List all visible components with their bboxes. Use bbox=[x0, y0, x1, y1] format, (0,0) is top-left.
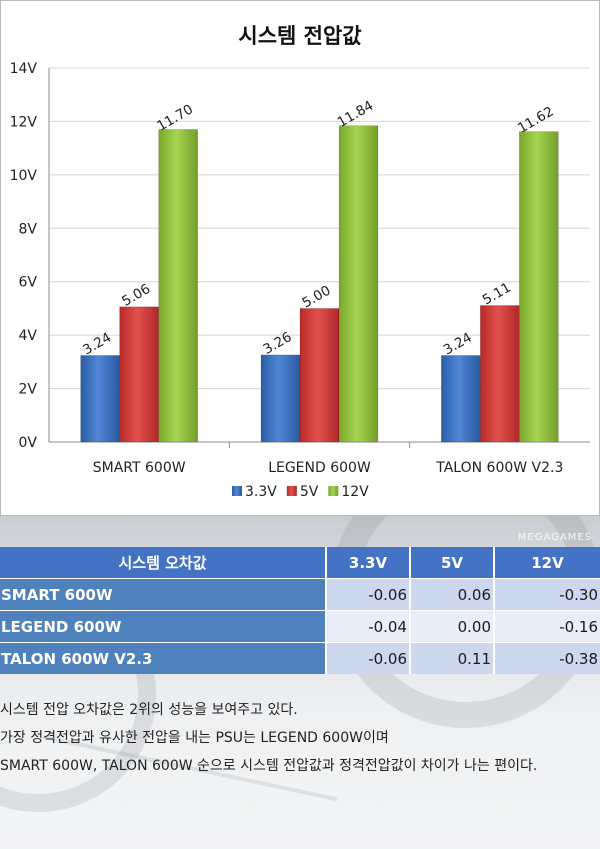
bars bbox=[80, 125, 559, 443]
x-axis-ticks: SMART 600W LEGEND 600W TALON 600W V2.3 bbox=[93, 460, 564, 476]
paragraph: 가장 정격전압과 유사한 전압을 내는 PSU는 LEGEND 600W이며 bbox=[0, 730, 389, 746]
y-tick-label: 14V bbox=[10, 61, 38, 77]
y-tick-label: 4V bbox=[19, 328, 38, 344]
bar bbox=[299, 308, 340, 443]
bar bbox=[441, 355, 481, 443]
legend-label: 12V bbox=[341, 484, 369, 500]
legend-swatch bbox=[232, 486, 242, 496]
paragraph: SMART 600W, TALON 600W 순으로 시스템 전압값과 정격전압… bbox=[0, 758, 538, 774]
bar bbox=[519, 131, 559, 443]
chart-title: 시스템 전압값 bbox=[238, 24, 361, 48]
bar bbox=[158, 129, 198, 443]
chart-panel: 시스템 전압값 0V 2V 4V 6V 8V 10V 12V 14V 3.24 5.06 11.7… bbox=[0, 0, 600, 516]
cell-5v: 0.00 bbox=[410, 610, 495, 643]
data-label: 5.00 bbox=[299, 283, 333, 312]
legend-label: 5V bbox=[300, 484, 319, 500]
data-label: 5.06 bbox=[119, 281, 153, 310]
cell-12v: -0.30 bbox=[494, 578, 600, 611]
cell-12v: -0.38 bbox=[494, 642, 600, 674]
header-3v3: 3.3V bbox=[326, 547, 411, 579]
y-tick-label: 8V bbox=[19, 221, 38, 237]
article-text: 시스템 전압 오차값은 2위의 성능을 보여주고 있다. 가장 정격전압과 유사… bbox=[0, 700, 598, 784]
table-row: SMART 600W -0.06 0.06 -0.30 bbox=[0, 578, 600, 611]
bar bbox=[480, 305, 520, 443]
header-12v: 12V bbox=[494, 547, 600, 579]
table-row: LEGEND 600W -0.04 0.00 -0.16 bbox=[0, 610, 600, 643]
y-axis-ticks: 0V 2V 4V 6V 8V 10V 12V 14V bbox=[10, 61, 38, 451]
row-name: SMART 600W bbox=[0, 578, 327, 611]
watermark: MEGAGAMES bbox=[517, 532, 592, 543]
data-label: 3.24 bbox=[80, 330, 114, 359]
cell-3v3: -0.04 bbox=[326, 610, 411, 643]
y-tick-label: 2V bbox=[19, 382, 38, 398]
bar bbox=[338, 125, 379, 443]
cell-3v3: -0.06 bbox=[326, 642, 411, 674]
x-tick-label: LEGEND 600W bbox=[268, 460, 371, 476]
error-table: 시스템 오차값 3.3V 5V 12V SMART 600W -0.06 0.0… bbox=[0, 547, 600, 674]
y-tick-label: 6V bbox=[19, 275, 38, 291]
x-tick-label: TALON 600W V2.3 bbox=[435, 460, 563, 476]
cell-3v3: -0.06 bbox=[326, 578, 411, 611]
row-name: TALON 600W V2.3 bbox=[0, 642, 327, 674]
header-title: 시스템 오차값 bbox=[0, 547, 327, 579]
bar bbox=[80, 355, 120, 443]
data-label: 5.11 bbox=[480, 280, 514, 309]
legend: 3.3V 5V 12V bbox=[232, 484, 369, 500]
x-tick-label: SMART 600W bbox=[93, 460, 186, 476]
cell-12v: -0.16 bbox=[494, 610, 600, 643]
y-tick-label: 12V bbox=[10, 114, 38, 130]
paragraph: 시스템 전압 오차값은 2위의 성능을 보여주고 있다. bbox=[0, 702, 298, 718]
legend-label: 3.3V bbox=[245, 484, 277, 500]
y-tick-label: 0V bbox=[19, 435, 38, 451]
y-tick-label: 10V bbox=[10, 168, 38, 184]
row-name: LEGEND 600W bbox=[0, 610, 327, 643]
cell-5v: 0.06 bbox=[410, 578, 495, 611]
data-label: 3.24 bbox=[441, 330, 475, 359]
cell-5v: 0.11 bbox=[410, 642, 495, 674]
legend-swatch bbox=[286, 486, 297, 496]
bar bbox=[260, 354, 301, 443]
bar bbox=[119, 306, 159, 443]
legend-swatch bbox=[328, 486, 339, 496]
header-5v: 5V bbox=[410, 547, 495, 579]
error-table-header: 시스템 오차값 3.3V 5V 12V bbox=[0, 547, 600, 579]
data-label: 3.26 bbox=[260, 329, 294, 358]
table-row: TALON 600W V2.3 -0.06 0.11 -0.38 bbox=[0, 642, 600, 674]
